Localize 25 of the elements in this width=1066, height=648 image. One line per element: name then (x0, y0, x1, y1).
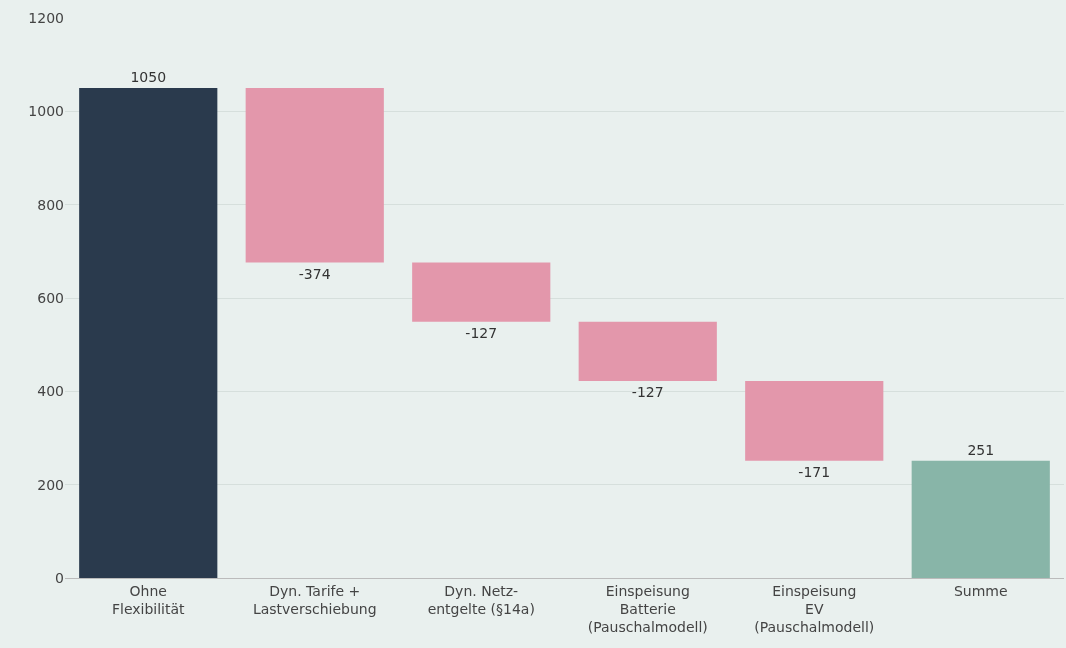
x-tick-label: Einspeisung EV (Pauschalmodell) (754, 582, 875, 636)
x-tick-label: Ohne Flexibilität (111, 582, 186, 617)
y-tick-label: 400 (37, 383, 64, 400)
bar (745, 381, 884, 461)
data-label: -374 (298, 265, 331, 282)
x-tick-label: Dyn. Netz- entgelte (§14a) (427, 582, 535, 617)
data-label: 251 (967, 441, 995, 458)
bar (412, 262, 551, 322)
x-tick-label: Summe (953, 582, 1008, 599)
y-tick-label: 800 (37, 196, 64, 213)
bar (245, 88, 384, 263)
data-label: -171 (798, 463, 831, 480)
data-label: -127 (631, 384, 664, 401)
y-tick-label: 1000 (28, 103, 64, 120)
y-tick-label: 200 (37, 476, 64, 493)
y-tick-label: 600 (37, 289, 64, 306)
data-label: -127 (465, 324, 498, 341)
data-label: 1050 (130, 69, 167, 85)
bar (79, 88, 218, 578)
y-tick-label: 0 (55, 569, 64, 586)
x-tick-label: Einspeisung Batterie (Pauschalmodell) (587, 582, 708, 636)
bar (911, 460, 1050, 578)
bar (578, 321, 717, 382)
x-tick-label: Dyn. Tarife + Lastverschiebung (252, 582, 377, 617)
y-tick-label: 1200 (28, 9, 64, 26)
